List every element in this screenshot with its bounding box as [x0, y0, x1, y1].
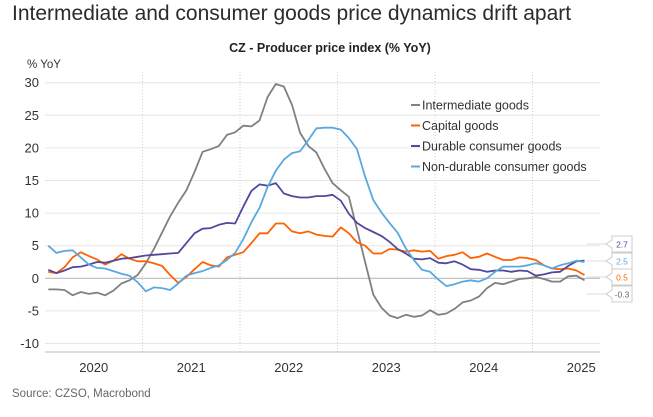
end-value-label: 0.5	[616, 273, 628, 283]
x-tick-label: 2025	[567, 360, 596, 375]
series-line-durable-consumer-goods	[47, 182, 585, 277]
y-tick-label: 10	[25, 206, 39, 221]
x-tick-label: 2020	[79, 360, 108, 375]
legend-label: Non-durable consumer goods	[422, 160, 587, 174]
y-tick-label: 20	[25, 140, 39, 155]
headline: Intermediate and consumer goods price dy…	[12, 2, 572, 25]
y-tick-label: 25	[25, 108, 39, 123]
y-tick-label: 5	[32, 238, 39, 253]
series-line-non-durable-consumer-goods	[47, 126, 585, 293]
series-line-intermediate-goods	[48, 83, 585, 319]
series-line-capital-goods	[48, 222, 585, 284]
legend-label: Intermediate goods	[422, 99, 529, 113]
y-axis-label: % YoY	[27, 59, 61, 71]
y-tick-label: -5	[27, 303, 39, 318]
y-tick-label: -10	[20, 336, 39, 351]
end-label-box	[605, 252, 633, 270]
x-tick-label: 2024	[469, 360, 498, 375]
end-value-label: 2.7	[616, 240, 628, 250]
x-tick-label: 2021	[177, 360, 206, 375]
end-label-box	[605, 268, 633, 286]
end-label-box	[605, 235, 633, 253]
end-value-label: 2.5	[616, 257, 628, 267]
end-value-label: -0.3	[615, 290, 630, 300]
y-tick-label: 30	[25, 75, 39, 90]
y-tick-label: 15	[25, 173, 39, 188]
end-label-box	[605, 285, 633, 303]
legend-label: Capital goods	[422, 119, 498, 133]
x-tick-label: 2022	[274, 360, 303, 375]
x-tick-label: 2023	[372, 360, 401, 375]
legend-label: Durable consumer goods	[422, 140, 562, 154]
y-tick-label: 0	[32, 271, 39, 286]
chart-title: CZ - Producer price index (% YoY)	[229, 41, 431, 55]
source-note: Source: CZSO, Macrobond	[12, 388, 151, 400]
